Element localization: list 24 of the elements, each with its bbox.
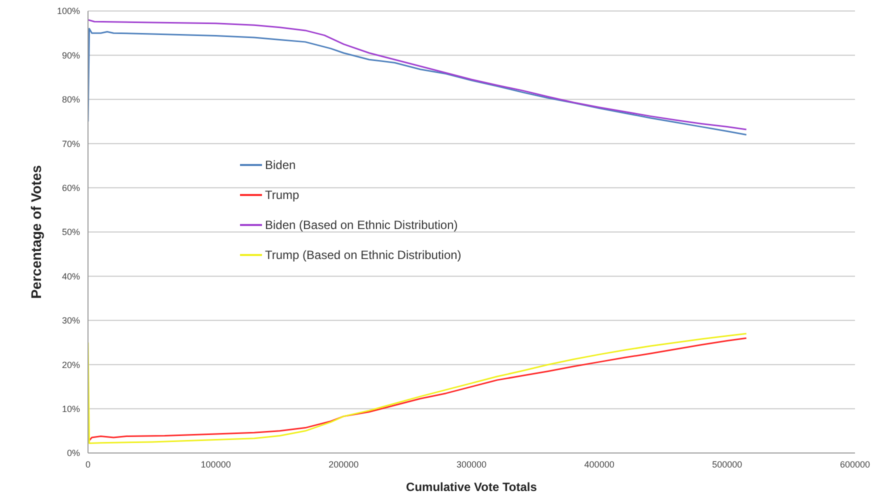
y-tick-label: 80% xyxy=(62,94,80,105)
y-tick-label: 30% xyxy=(62,316,80,326)
legend-label: Trump xyxy=(265,187,300,204)
x-tick-label: 0 xyxy=(85,459,91,470)
y-tick-label: 0% xyxy=(66,448,80,458)
y-tick-label: 60% xyxy=(62,182,80,193)
y-tick-label: 40% xyxy=(62,271,80,282)
y-tick-label: 90% xyxy=(62,50,80,60)
y-tick-label: 70% xyxy=(62,138,80,149)
x-tick-label: 400000 xyxy=(584,459,614,470)
y-axis-title: Percentage of Votes xyxy=(28,165,44,299)
y-tick-label: 50% xyxy=(62,227,80,238)
legend-label: Biden xyxy=(265,157,296,174)
x-tick-label: 500000 xyxy=(712,459,742,470)
legend-label: Biden (Based on Ethnic Distribution) xyxy=(265,217,458,234)
legend-label: Trump (Based on Ethnic Distribution) xyxy=(265,247,462,264)
x-tick-label: 100000 xyxy=(200,459,231,470)
y-tick-label: 100% xyxy=(56,6,80,16)
y-tick-label: 10% xyxy=(62,404,80,414)
y-tick-label: 20% xyxy=(62,360,80,370)
x-axis-title: Cumulative Vote Totals xyxy=(406,480,538,493)
x-tick-label: 300000 xyxy=(456,459,487,470)
x-tick-label: 600000 xyxy=(840,459,870,470)
x-tick-label: 200000 xyxy=(328,459,359,470)
